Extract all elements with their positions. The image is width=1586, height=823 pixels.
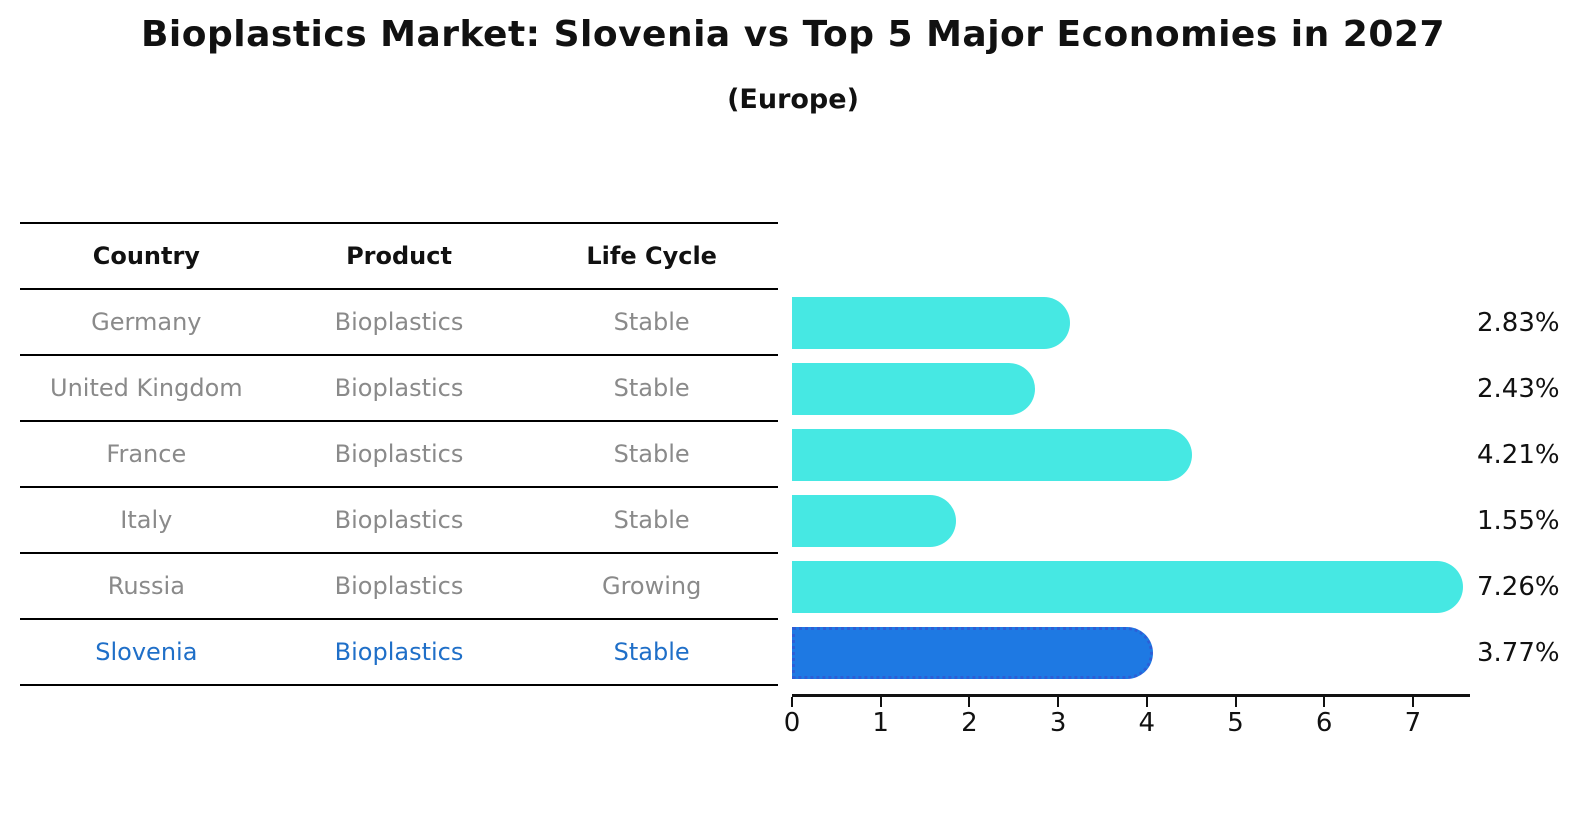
table-row-russia: Russia Bioplastics Growing (20, 554, 778, 620)
cell-country: Germany (91, 308, 202, 336)
x-axis-tick (879, 697, 882, 707)
x-axis-tick-label: 7 (1404, 708, 1422, 738)
table-body: Germany Bioplastics Stable United Kingdom Bi… (20, 290, 778, 686)
x-axis-tick (1411, 697, 1414, 707)
cell-product: Bioplastics (334, 638, 464, 666)
x-axis-tick-label: 3 (1049, 708, 1067, 738)
x-axis-tick-label: 6 (1315, 708, 1333, 738)
x-axis-tick-label: 1 (872, 708, 889, 738)
column-header-product: Product (346, 242, 452, 270)
column-header-country: Country (92, 242, 200, 270)
column-header-life-cycle: Life Cycle (586, 242, 717, 270)
value-label-germany: 2.83% (1477, 308, 1560, 338)
chart-title: Bioplastics Market: Slovenia vs Top 5 Ma… (140, 14, 1446, 55)
x-axis-tick-label: 0 (783, 708, 801, 738)
cell-product: Bioplastics (334, 506, 464, 534)
x-axis-tick-label: 5 (1227, 708, 1244, 738)
cell-life-cycle: Stable (613, 638, 690, 666)
bar-italy (792, 495, 957, 547)
x-axis-tick-label: 2 (961, 708, 978, 738)
cell-country: United Kingdom (50, 374, 243, 402)
cell-country: Slovenia (95, 638, 198, 666)
cell-product: Bioplastics (334, 374, 464, 402)
x-axis-tick (1323, 697, 1326, 707)
cell-life-cycle: Stable (613, 440, 690, 468)
bar-france (792, 429, 1193, 481)
chart-subtitle: (Europe) (727, 84, 859, 115)
x-axis-tick (968, 697, 971, 707)
table-row-slovenia: Slovenia Bioplastics Stable (20, 620, 778, 686)
cell-life-cycle: Growing (601, 572, 702, 600)
table-row-united-kingdom: United Kingdom Bioplastics Stable (20, 356, 778, 422)
bar-germany (792, 297, 1071, 349)
country-table: Country Product Life Cycle Germany Bioplast… (20, 222, 778, 686)
x-axis-tick-label: 4 (1138, 708, 1156, 738)
value-label-united-kingdom: 2.43% (1477, 374, 1560, 404)
cell-life-cycle: Stable (613, 374, 690, 402)
x-axis-line (792, 694, 1470, 697)
table-row-italy: Italy Bioplastics Stable (20, 488, 778, 554)
bar-united-kingdom (792, 363, 1035, 415)
cell-country: France (106, 440, 187, 468)
x-axis-tick (1057, 697, 1060, 707)
table-header-row: Country Product Life Cycle (20, 224, 778, 290)
value-label-italy: 1.55% (1477, 506, 1560, 536)
cell-life-cycle: Stable (613, 308, 690, 336)
bar-slovenia (792, 627, 1154, 679)
x-axis-tick (1234, 697, 1237, 707)
table-row-france: France Bioplastics Stable (20, 422, 778, 488)
value-label-slovenia: 3.77% (1477, 638, 1560, 668)
value-label-france: 4.21% (1477, 440, 1560, 470)
x-axis-tick (1145, 697, 1148, 707)
bar-russia (792, 561, 1463, 613)
table-row-germany: Germany Bioplastics Stable (20, 290, 778, 356)
cell-product: Bioplastics (334, 440, 464, 468)
cell-life-cycle: Stable (613, 506, 690, 534)
value-label-russia: 7.26% (1477, 572, 1560, 602)
cell-product: Bioplastics (334, 308, 464, 336)
cell-country: Italy (120, 506, 173, 534)
cell-country: Russia (107, 572, 185, 600)
x-axis-tick (791, 697, 793, 707)
cell-product: Bioplastics (334, 572, 464, 600)
